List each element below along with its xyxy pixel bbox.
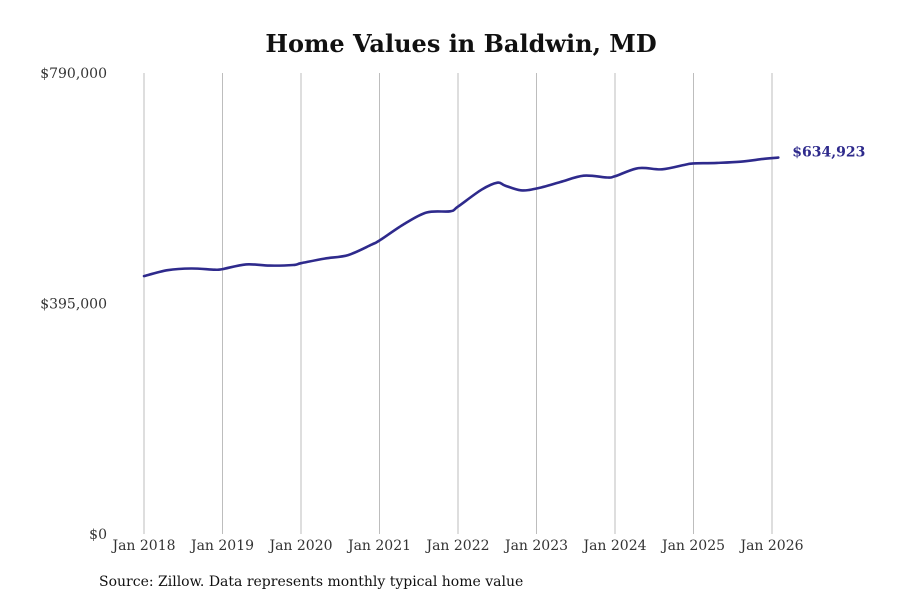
x-tick-label: Jan 2018 [110,538,175,554]
end-value-label: $634,923 [792,145,865,161]
x-tick-label: Jan 2025 [660,538,725,554]
x-tick-label: Jan 2023 [503,538,568,554]
chart-title: Home Values in Baldwin, MD [265,29,656,58]
x-tick-label: Jan 2019 [189,538,254,554]
y-tick-label: $395,000 [40,297,107,313]
y-tick-label: $0 [89,527,107,543]
grid-lines [143,73,773,534]
series-line [142,156,780,278]
x-tick-label: Jan 2022 [424,538,489,554]
x-tick-label: Jan 2021 [346,538,411,554]
y-tick-label: $790,000 [40,66,107,82]
source-note: Source: Zillow. Data represents monthly … [99,574,524,590]
x-tick-label: Jan 2024 [581,538,646,554]
y-axis: $0 $395,000 $790,000 [40,66,107,543]
x-tick-label: Jan 2026 [738,538,803,554]
x-tick-label: Jan 2020 [267,538,332,554]
x-axis: Jan 2018 Jan 2019 Jan 2020 Jan 2021 Jan 2022… [110,538,803,554]
